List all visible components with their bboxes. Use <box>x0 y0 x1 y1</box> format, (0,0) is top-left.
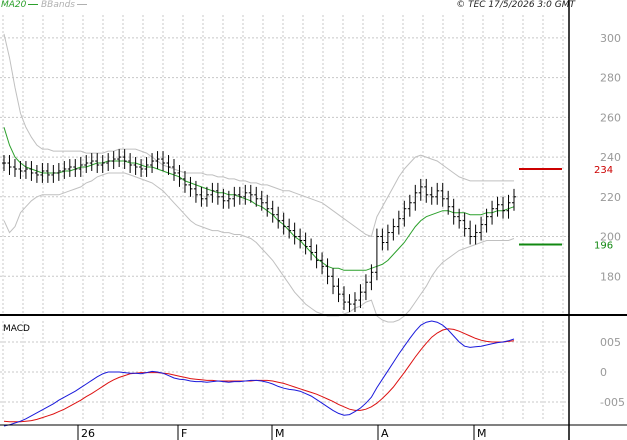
price-bars <box>2 149 516 313</box>
price-tick-label: 260 <box>600 111 621 124</box>
macd-line <box>3 320 515 427</box>
macd-gridlines <box>0 321 569 420</box>
macd-tick-label: -005 <box>600 396 625 409</box>
bollinger-bands <box>3 33 515 323</box>
time-tick-label: 26 <box>81 427 95 440</box>
macd-tick-label: 005 <box>600 336 621 349</box>
ma20-line <box>3 127 515 271</box>
price-axis: 180 200 220 240 260 280 300 005 0 -005 <box>600 32 625 409</box>
ma20-legend: MA20 <box>1 0 39 10</box>
time-axis: 26 F M A M <box>77 425 487 440</box>
price-tick-label: 300 <box>600 32 621 45</box>
bbands-lower-line <box>3 172 515 323</box>
price-tick-label: 240 <box>600 151 621 164</box>
bbands-legend: BBands <box>41 0 87 10</box>
time-tick-label: M <box>275 427 285 440</box>
price-tick-label: 220 <box>600 191 621 204</box>
time-tick-label: A <box>381 427 389 440</box>
price-tick-label: 180 <box>600 270 621 283</box>
bbands-upper-line <box>3 33 514 238</box>
price-gridlines <box>0 15 569 313</box>
price-tick-label: 280 <box>600 72 621 85</box>
macd-lines: MACD <box>3 320 515 427</box>
signal-line <box>3 328 515 423</box>
ma20-line <box>3 127 515 271</box>
support-label: 196 <box>594 240 613 251</box>
price-tick-label: 200 <box>600 231 621 244</box>
time-tick-label: F <box>181 427 187 440</box>
macd-tick-label: 0 <box>600 366 607 379</box>
resistance-label: 234 <box>594 165 613 176</box>
macd-title: MACD <box>3 324 30 334</box>
time-tick-label: M <box>477 427 487 440</box>
level-lines: 234 196 <box>519 165 613 251</box>
copyright-label: © TEC 17/5/2026 3:0 GMT <box>456 0 575 10</box>
